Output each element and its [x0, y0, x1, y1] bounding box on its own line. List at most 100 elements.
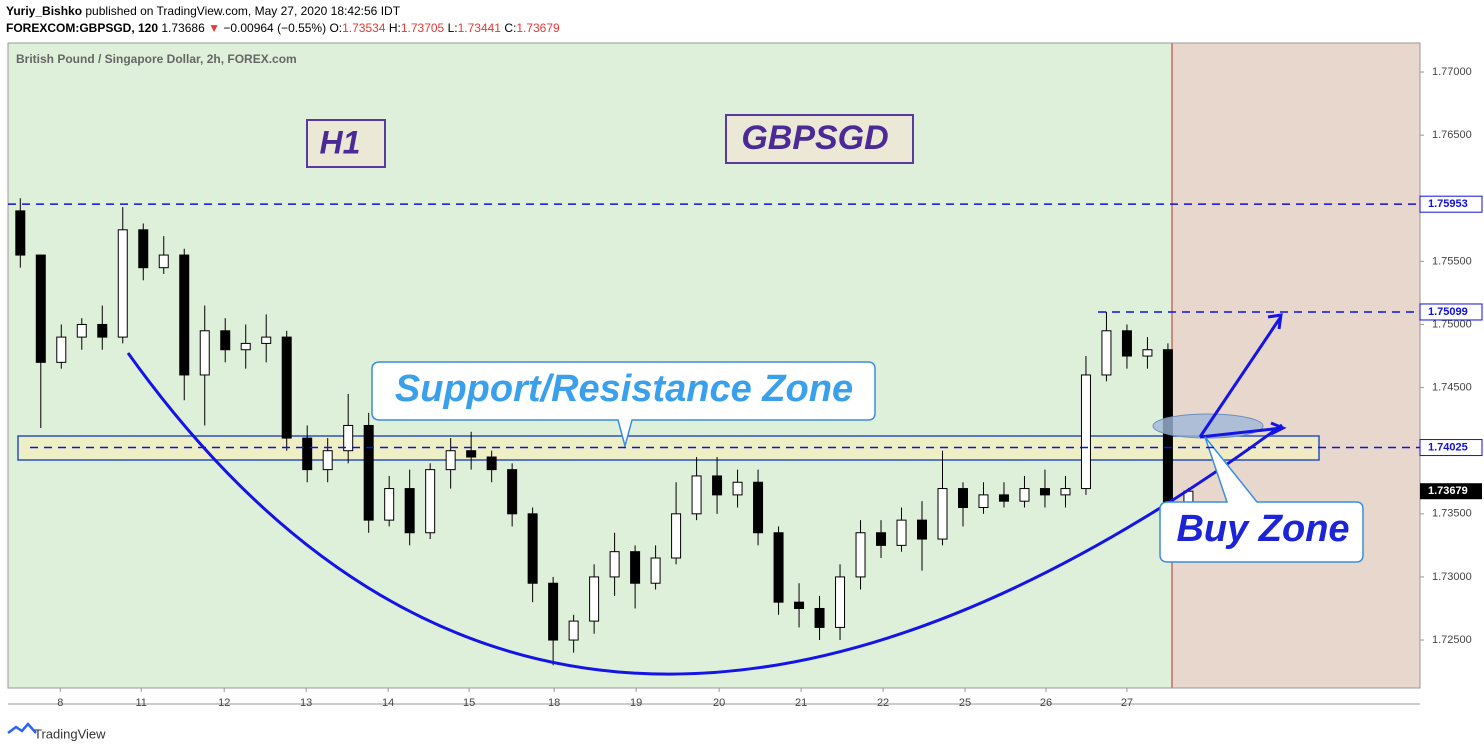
level-tag: [1419, 195, 1483, 213]
symbol: FOREXCOM:GBPSGD, 120: [6, 21, 158, 35]
y-tick-label: 1.75000: [1432, 318, 1472, 330]
x-tick-label: 26: [1040, 697, 1052, 709]
y-tick-label: 1.74500: [1432, 381, 1472, 393]
x-tick-label: 25: [959, 697, 971, 709]
o-label: O:: [329, 21, 342, 35]
x-tick-label: 14: [382, 697, 394, 709]
h-label: H:: [389, 21, 401, 35]
candle-body: [712, 475, 723, 496]
candle-body: [384, 488, 395, 521]
candle-body: [671, 513, 682, 559]
zone-label: Support/Resistance Zone: [395, 368, 853, 410]
x-tick-label: 21: [795, 697, 807, 709]
candle-body: [630, 551, 641, 584]
level-tag: [1419, 303, 1483, 321]
candle-body: [425, 469, 436, 534]
candle-body: [507, 469, 518, 515]
x-tick-label: 19: [630, 697, 642, 709]
buy-callout: [1159, 436, 1364, 563]
candle-body: [302, 437, 313, 471]
candle-body: [998, 494, 1009, 502]
footer: TradingView: [34, 726, 106, 741]
x-tick-label: 13: [300, 697, 312, 709]
level-label: 1.75099: [1428, 306, 1468, 318]
l-value: 1.73441: [458, 21, 502, 35]
x-tick-label: 8: [57, 697, 63, 709]
zone-callout: [371, 361, 876, 449]
candle-body: [15, 210, 26, 256]
arrows: [1198, 313, 1287, 439]
o-value: 1.73534: [342, 21, 386, 35]
candle-body: [937, 488, 948, 540]
candle-body: [876, 532, 887, 546]
candle-body: [281, 336, 292, 439]
candle-body: [835, 576, 846, 628]
l-label: L:: [448, 21, 458, 35]
y-tick-label: 1.77000: [1432, 66, 1472, 78]
x-tick-label: 27: [1121, 697, 1133, 709]
candle-body: [589, 576, 600, 622]
candle-body: [548, 582, 559, 641]
candle-body: [917, 519, 928, 540]
y-tick-label: 1.72500: [1432, 634, 1472, 646]
buy-label: Buy Zone: [1176, 508, 1349, 550]
candle-body: [445, 450, 456, 471]
candle-body: [76, 323, 87, 338]
candle-body: [794, 601, 805, 609]
candle-body: [978, 494, 989, 509]
logo: [7, 722, 37, 734]
candle-body: [1060, 488, 1071, 496]
header-line-1: Yuriy_Bishko published on TradingView.co…: [6, 4, 401, 18]
candle-body: [199, 330, 210, 376]
candle-body: [1121, 330, 1132, 357]
pair-label: GBPSGD: [741, 119, 888, 157]
candle-body: [117, 229, 128, 338]
candle-body: [343, 424, 354, 452]
candle-body: [814, 607, 825, 628]
x-tick-label: 22: [877, 697, 889, 709]
candle-body: [404, 488, 415, 534]
candle-body: [753, 481, 764, 534]
x-tick-label: 11: [135, 697, 146, 709]
candle-body: [1142, 349, 1153, 357]
c-label: C:: [504, 21, 516, 35]
candle-body: [773, 532, 784, 603]
candle-body: [240, 342, 251, 351]
author: Yuriy_Bishko: [6, 4, 82, 18]
y-tick-label: 1.73000: [1432, 571, 1472, 583]
arrow: ▼: [208, 21, 220, 35]
plot-border: [7, 42, 1421, 689]
h1-box: [306, 119, 386, 168]
future-zone: [1172, 43, 1420, 688]
candle-body: [486, 456, 497, 471]
candle-body: [322, 450, 333, 471]
last-price: 1.73686: [161, 21, 205, 35]
candle-body: [261, 336, 272, 344]
candle-body: [466, 450, 477, 458]
x-tick-label: 20: [713, 697, 725, 709]
candle-body: [179, 254, 190, 376]
candle-body: [363, 424, 374, 521]
candle-body: [527, 513, 538, 584]
candle-body: [691, 475, 702, 515]
level-label: 1.74025: [1428, 441, 1468, 453]
h1-label: H1: [320, 124, 361, 160]
pair-box: [725, 114, 914, 164]
header-line-2: FOREXCOM:GBPSGD, 120 1.73686 ▼ −0.00964 …: [6, 21, 560, 35]
x-tick-label: 15: [463, 697, 475, 709]
y-tick-label: 1.76500: [1432, 129, 1472, 141]
level-tag: [1419, 439, 1483, 457]
c-value: 1.73679: [516, 21, 560, 35]
candle-body: [650, 557, 661, 584]
candle-body: [1019, 488, 1030, 502]
y-tick-label: 1.75500: [1432, 255, 1472, 267]
sr-zone: [17, 435, 1320, 461]
price-label: 1.73679: [1428, 485, 1468, 497]
candle-body: [855, 532, 866, 578]
candle-body: [568, 620, 579, 641]
candle-body: [97, 323, 108, 338]
candle-body: [35, 254, 46, 363]
candle-body: [56, 336, 67, 363]
candle-body: [220, 330, 231, 351]
